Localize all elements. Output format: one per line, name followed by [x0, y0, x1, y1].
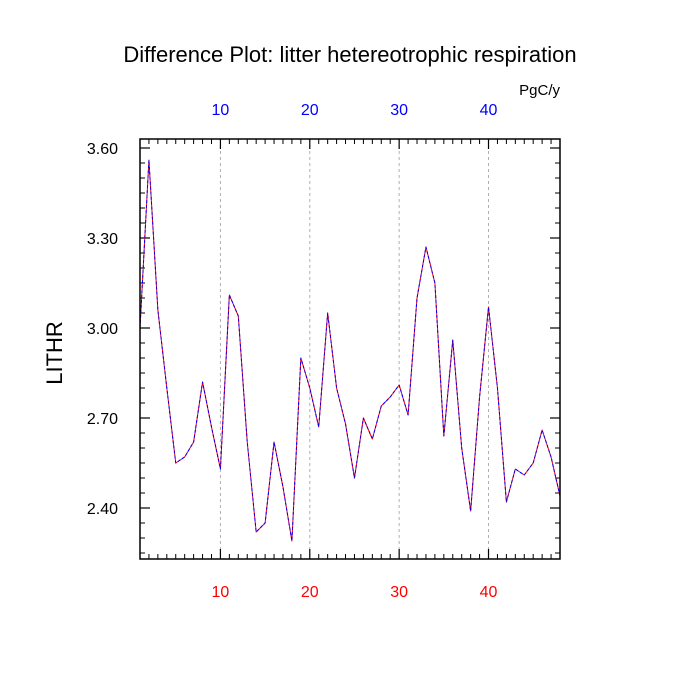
x-tick-label-bottom-40: 40: [480, 584, 498, 601]
x-tick-label-top-20: 20: [301, 102, 319, 119]
y-tick-label-3.60: 3.60: [87, 141, 118, 158]
series-lines: [139, 159, 561, 542]
x-tick-label-top-10: 10: [212, 102, 230, 119]
major-ticks: [140, 139, 560, 559]
y-tick-label-2.70: 2.70: [87, 411, 118, 428]
x-tick-label-bottom-10: 10: [212, 584, 230, 601]
tick-labels: 10 10 20 20 30 30 40 40 2.40 2.70 3.00 3.30 3.60: [87, 102, 498, 601]
series-line-b: [139, 159, 561, 542]
x-gridlines: [219, 139, 490, 559]
minor-ticks: [139, 139, 561, 559]
series-line-a: [139, 159, 561, 542]
x-tick-label-top-40: 40: [480, 102, 498, 119]
x-tick-label-top-30: 30: [390, 102, 408, 119]
y-tick-label-3.00: 3.00: [87, 321, 118, 338]
y-tick-label-3.30: 3.30: [87, 231, 118, 248]
x-tick-label-bottom-20: 20: [301, 584, 319, 601]
x-tick-label-bottom-30: 30: [390, 584, 408, 601]
y-tick-label-2.40: 2.40: [87, 501, 118, 518]
y-axis-label: LITHR: [42, 321, 67, 385]
chart-title: Difference Plot: litter hetereotrophic r…: [123, 42, 576, 67]
units-label: PgC/y: [519, 82, 560, 99]
plot-frame: [139, 138, 561, 560]
